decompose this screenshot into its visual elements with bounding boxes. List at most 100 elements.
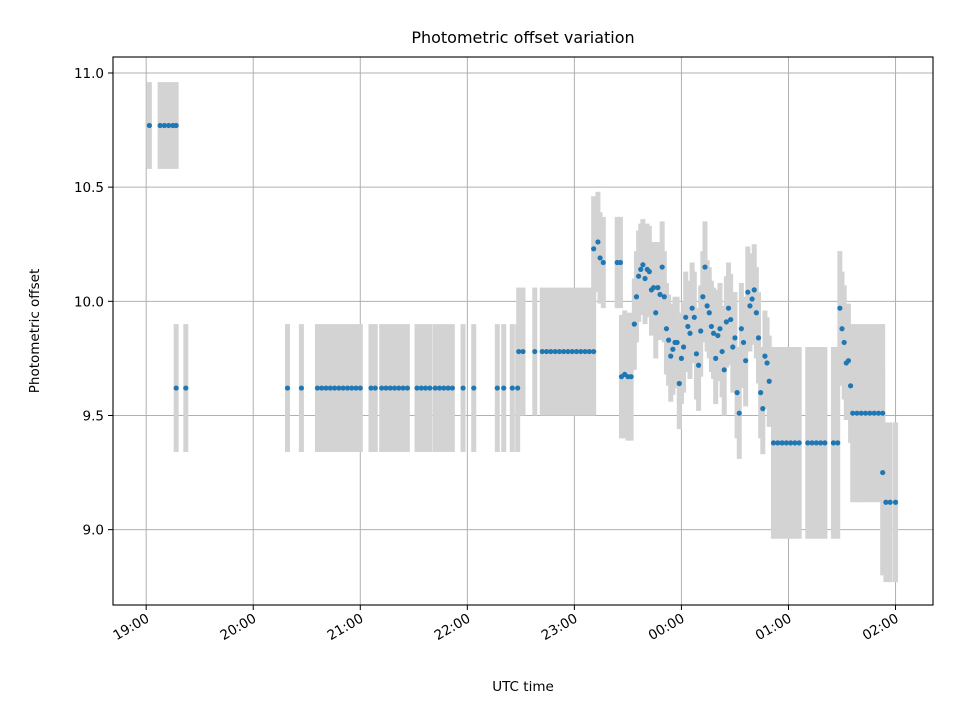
data-point — [753, 310, 759, 316]
data-point — [284, 385, 291, 391]
data-point — [636, 273, 642, 279]
data-point — [805, 440, 811, 446]
data-point — [698, 328, 704, 334]
data-point — [736, 410, 742, 416]
data-point — [880, 410, 886, 416]
data-point — [400, 385, 406, 391]
data-point — [569, 348, 575, 355]
data-point — [695, 362, 702, 368]
data-point — [871, 410, 877, 416]
data-point — [691, 314, 697, 320]
data-point — [441, 385, 447, 391]
data-point — [422, 385, 429, 391]
data-point — [708, 323, 715, 330]
data-point — [173, 385, 179, 391]
data-point — [340, 385, 346, 391]
y-tick-label: 11.0 — [74, 66, 104, 82]
data-point — [700, 294, 706, 300]
chart-title: Photometric offset variation — [411, 28, 634, 47]
data-point — [837, 305, 843, 311]
data-point — [445, 385, 451, 391]
data-point — [830, 440, 837, 446]
data-point — [725, 305, 732, 311]
data-point — [665, 337, 672, 343]
data-point — [617, 259, 624, 266]
data-point — [460, 385, 466, 391]
data-point — [689, 305, 695, 311]
data-point — [516, 348, 522, 355]
data-point — [565, 348, 571, 355]
data-point — [183, 385, 189, 391]
data-point — [809, 440, 815, 446]
data-point — [357, 385, 363, 391]
data-point — [556, 348, 562, 355]
data-point — [892, 499, 899, 505]
data-point — [788, 440, 794, 446]
data-point — [651, 285, 657, 291]
data-point — [436, 385, 443, 391]
data-point — [704, 303, 710, 309]
data-point — [663, 326, 670, 332]
data-point — [515, 385, 521, 391]
data-point — [591, 246, 597, 252]
data-point — [847, 383, 854, 389]
data-point — [368, 385, 374, 391]
data-point — [336, 385, 342, 391]
data-point — [161, 122, 167, 129]
data-point — [638, 266, 644, 272]
data-point — [642, 275, 648, 282]
data-point — [728, 316, 734, 323]
data-point — [166, 122, 172, 129]
data-point — [792, 440, 798, 446]
data-point — [764, 360, 770, 366]
data-point — [418, 385, 424, 391]
y-axis-ticks: 9.0 9.5 10.0 10.5 11.0 — [74, 66, 113, 539]
data-point — [157, 122, 163, 129]
data-point — [862, 410, 869, 416]
data-point — [845, 358, 852, 364]
data-point — [706, 310, 712, 316]
data-point — [327, 385, 333, 391]
data-point — [578, 348, 584, 355]
data-point — [740, 339, 747, 346]
data-point — [391, 385, 398, 391]
data-point — [653, 310, 659, 316]
data-point — [657, 291, 663, 298]
data-point — [600, 259, 606, 266]
data-point — [875, 410, 882, 416]
data-point — [783, 440, 789, 446]
data-point — [344, 385, 351, 391]
data-point — [520, 348, 526, 355]
data-point — [779, 440, 785, 446]
data-point — [762, 353, 768, 359]
data-point — [173, 122, 179, 129]
data-point — [850, 410, 856, 416]
data-point — [628, 374, 634, 380]
data-point — [396, 385, 402, 391]
data-point — [743, 358, 749, 364]
data-point — [813, 440, 819, 446]
data-point — [730, 344, 736, 350]
data-point — [702, 264, 708, 270]
data-point — [880, 469, 886, 476]
data-point — [680, 344, 687, 350]
data-point — [323, 385, 329, 391]
data-point — [552, 348, 558, 355]
data-point — [738, 326, 744, 332]
data-point — [659, 264, 665, 270]
data-point — [595, 239, 601, 245]
data-point — [817, 440, 824, 446]
data-point — [633, 294, 640, 300]
y-tick-label: 10.5 — [74, 180, 104, 196]
data-point — [723, 319, 729, 325]
data-point — [509, 385, 515, 391]
data-point — [715, 332, 721, 339]
data-point — [683, 314, 689, 320]
data-point — [631, 321, 637, 327]
data-point — [710, 330, 717, 336]
data-point — [760, 406, 766, 412]
y-tick-label: 10.0 — [74, 294, 104, 310]
data-point — [854, 410, 860, 416]
data-point — [597, 255, 603, 261]
data-point — [755, 335, 762, 341]
